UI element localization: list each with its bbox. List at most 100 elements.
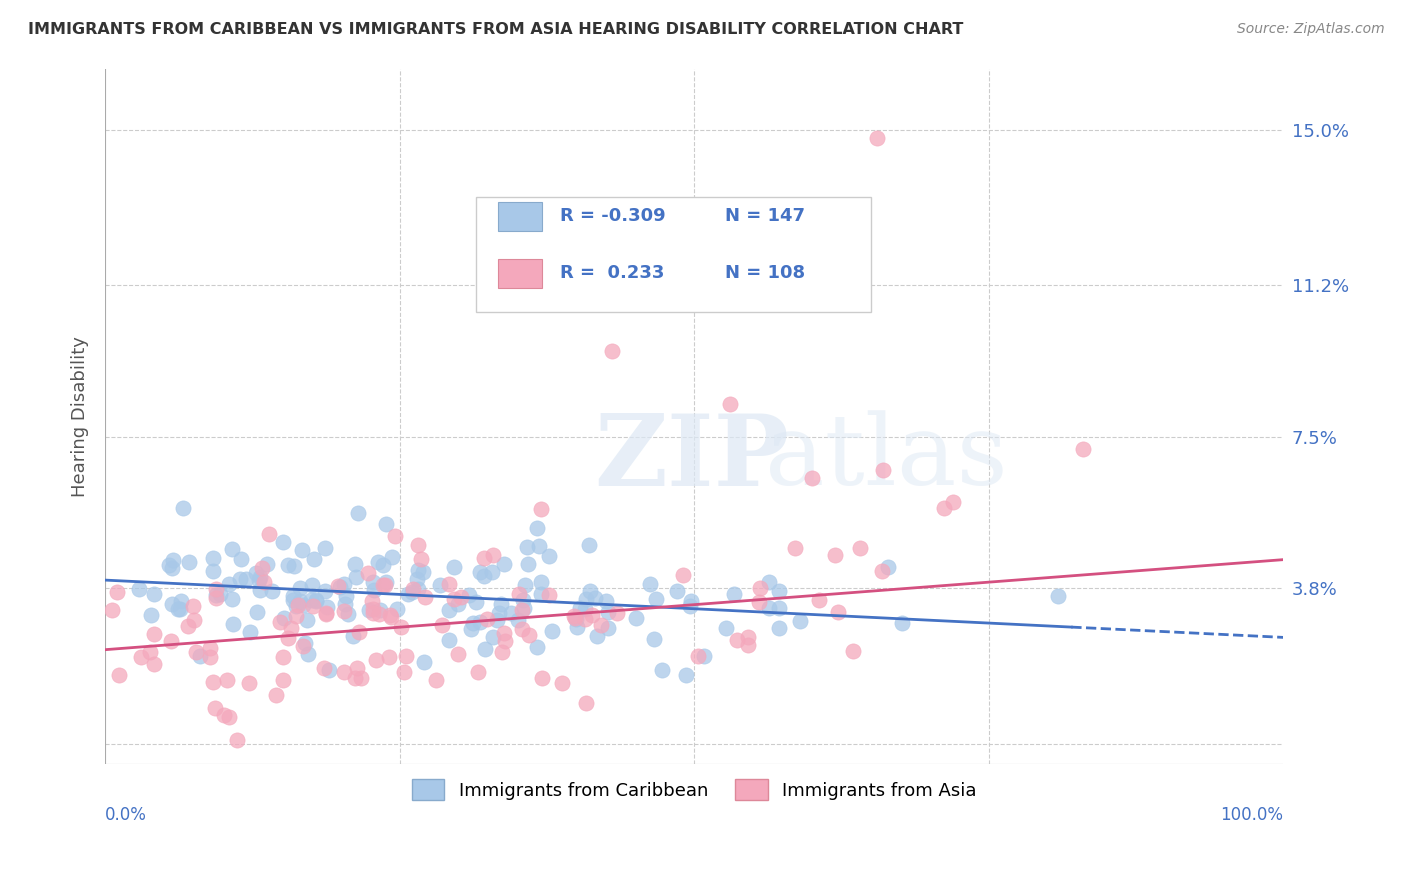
Point xyxy=(269,615,291,629)
Point xyxy=(589,618,612,632)
Point xyxy=(229,572,252,586)
Point xyxy=(651,664,673,678)
Point xyxy=(606,606,628,620)
Point xyxy=(513,601,536,615)
Point xyxy=(364,652,387,666)
Point xyxy=(273,611,295,625)
Point xyxy=(105,584,128,599)
Point xyxy=(595,594,617,608)
Text: N = 108: N = 108 xyxy=(725,264,806,282)
Point xyxy=(768,600,790,615)
Text: Source: ZipAtlas.com: Source: ZipAtlas.com xyxy=(1237,22,1385,37)
Point xyxy=(596,621,619,635)
Point xyxy=(292,598,315,612)
Point xyxy=(474,551,496,566)
Point xyxy=(808,593,831,607)
Point xyxy=(482,631,505,645)
Point xyxy=(437,603,460,617)
Point xyxy=(758,600,780,615)
Point xyxy=(801,471,824,485)
Point xyxy=(718,397,741,411)
Point xyxy=(413,590,436,604)
Point xyxy=(942,495,965,509)
Point xyxy=(688,648,710,663)
Point xyxy=(446,647,468,661)
Point xyxy=(167,601,190,615)
Point xyxy=(460,622,482,636)
Point xyxy=(259,527,281,541)
Point xyxy=(529,587,551,601)
Point xyxy=(378,608,401,623)
Point xyxy=(378,650,401,665)
Point xyxy=(212,708,235,723)
Point xyxy=(458,588,481,602)
Point xyxy=(470,615,492,629)
Point xyxy=(162,553,184,567)
Point xyxy=(205,591,228,606)
Point xyxy=(305,594,328,608)
Point xyxy=(288,581,311,595)
FancyBboxPatch shape xyxy=(498,202,543,231)
Point xyxy=(217,673,239,688)
Point xyxy=(693,648,716,663)
Text: R = -0.309: R = -0.309 xyxy=(560,207,665,225)
Point xyxy=(281,592,304,607)
Point xyxy=(538,588,561,602)
Point xyxy=(541,624,564,638)
Point xyxy=(314,541,336,555)
Point xyxy=(373,578,395,592)
Point xyxy=(396,587,419,601)
Point xyxy=(157,558,180,573)
Point xyxy=(876,560,898,574)
Point xyxy=(249,570,271,584)
Point xyxy=(583,591,606,605)
Point xyxy=(312,661,335,675)
Point xyxy=(723,587,745,601)
Point xyxy=(301,578,323,592)
Point xyxy=(277,558,299,572)
Point xyxy=(412,565,434,579)
Text: ZIP: ZIP xyxy=(595,409,789,507)
Point xyxy=(474,642,496,657)
Point xyxy=(367,556,389,570)
Point xyxy=(437,576,460,591)
Point xyxy=(506,613,529,627)
Point xyxy=(395,648,418,663)
Point xyxy=(332,665,354,679)
Point xyxy=(183,613,205,627)
Point xyxy=(260,583,283,598)
Point xyxy=(342,629,364,643)
Point xyxy=(768,622,790,636)
Point xyxy=(245,566,267,580)
Point xyxy=(297,647,319,661)
Point xyxy=(425,673,447,687)
Point xyxy=(361,594,384,608)
Point xyxy=(271,673,294,687)
Point xyxy=(488,606,510,620)
Point xyxy=(200,640,222,655)
Point xyxy=(675,668,697,682)
Point xyxy=(295,613,318,627)
Point xyxy=(749,582,772,596)
Point xyxy=(221,592,243,607)
Point xyxy=(824,548,846,562)
Point xyxy=(205,588,228,602)
Point xyxy=(381,550,404,565)
Point xyxy=(375,517,398,532)
Point xyxy=(139,645,162,659)
Point xyxy=(200,650,222,665)
Point xyxy=(181,599,204,614)
Point xyxy=(368,603,391,617)
Point xyxy=(284,608,307,623)
Point xyxy=(443,592,465,607)
Point xyxy=(1046,589,1069,603)
Point xyxy=(380,609,402,624)
Point xyxy=(565,620,588,634)
Point xyxy=(346,506,368,520)
Point xyxy=(681,594,703,608)
Point xyxy=(299,593,322,607)
Point xyxy=(827,605,849,619)
Point xyxy=(280,621,302,635)
Point xyxy=(401,585,423,599)
Point xyxy=(406,582,429,597)
